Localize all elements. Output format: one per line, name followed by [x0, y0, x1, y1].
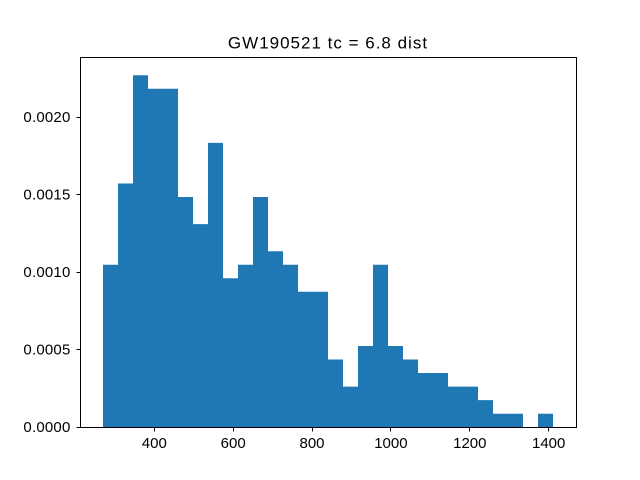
- svg-text:1200: 1200: [453, 435, 486, 452]
- svg-text:0.0020: 0.0020: [23, 109, 70, 126]
- svg-text:1000: 1000: [374, 435, 407, 452]
- svg-text:GW190521 tc = 6.8 dist: GW190521 tc = 6.8 dist: [228, 34, 428, 53]
- svg-text:0.0010: 0.0010: [23, 264, 70, 281]
- svg-text:1400: 1400: [532, 435, 565, 452]
- svg-text:0.0005: 0.0005: [23, 342, 70, 359]
- svg-text:400: 400: [142, 435, 167, 452]
- svg-text:0.0015: 0.0015: [23, 187, 70, 204]
- svg-text:800: 800: [299, 435, 324, 452]
- svg-text:600: 600: [221, 435, 246, 452]
- svg-text:0.0000: 0.0000: [23, 419, 70, 436]
